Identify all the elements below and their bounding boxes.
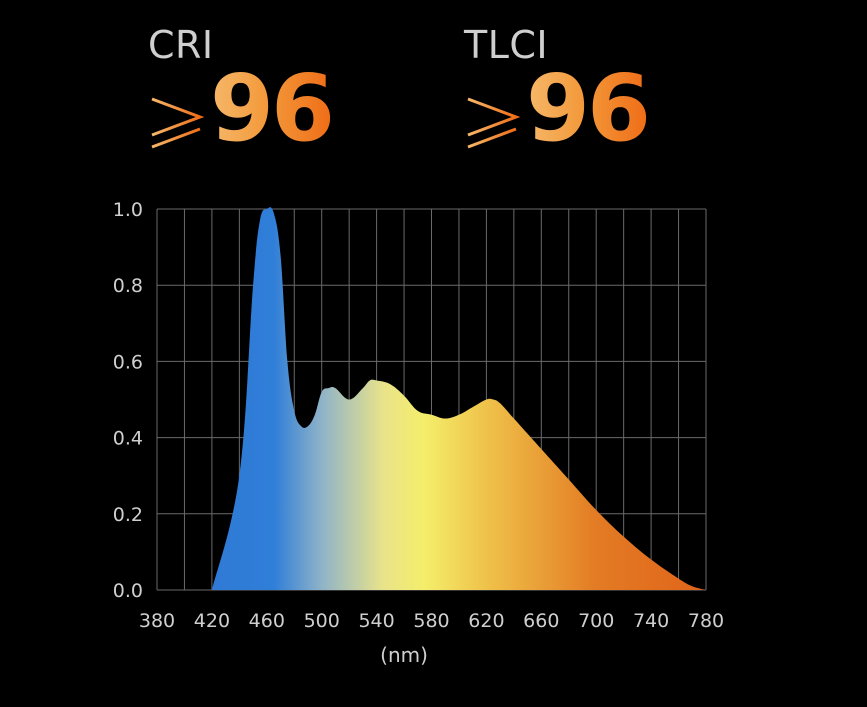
x-tick-label: 380 <box>139 610 175 632</box>
greater-equal-icon <box>467 97 520 149</box>
cri-value: 96 <box>210 55 335 162</box>
x-tick-label: 540 <box>358 610 394 632</box>
x-tick-label: 740 <box>633 610 669 632</box>
x-axis-label: (nm) <box>380 643 428 667</box>
greater-equal-icon <box>151 97 204 149</box>
tlci-value: 96 <box>526 55 651 162</box>
tlci-metric: TLCI 96 <box>464 23 651 162</box>
x-tick-label: 780 <box>688 610 724 632</box>
spectrum-area <box>211 207 706 591</box>
x-tick-label: 500 <box>304 610 340 632</box>
x-axis-ticks: 380 420 460 500 540 580 620 660 700 740 780 <box>139 610 724 632</box>
y-tick-label: 0.6 <box>113 351 143 373</box>
x-tick-label: 620 <box>468 610 504 632</box>
y-tick-label: 0.4 <box>113 428 143 450</box>
tlci-label: TLCI <box>464 23 549 67</box>
x-tick-label: 420 <box>194 610 230 632</box>
x-tick-label: 580 <box>413 610 449 632</box>
x-tick-label: 660 <box>523 610 559 632</box>
y-tick-label: 1.0 <box>113 199 143 221</box>
y-tick-label: 0.2 <box>113 504 143 526</box>
cri-metric: CRI 96 <box>148 23 335 162</box>
y-axis-ticks: 0.0 0.2 0.4 0.6 0.8 1.0 <box>113 199 143 602</box>
cri-label: CRI <box>148 23 214 67</box>
y-tick-label: 0.8 <box>113 275 143 297</box>
y-tick-label: 0.0 <box>113 580 143 602</box>
x-tick-label: 700 <box>578 610 614 632</box>
x-tick-label: 460 <box>249 610 285 632</box>
